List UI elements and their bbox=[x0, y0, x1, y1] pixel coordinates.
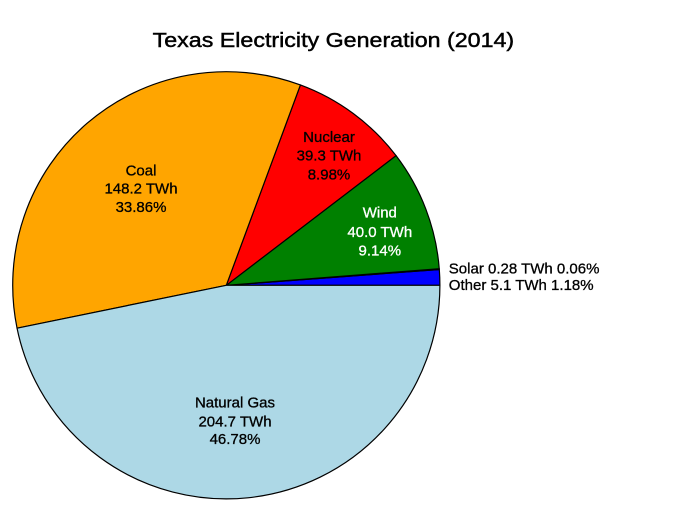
svg-text:33.86%: 33.86% bbox=[116, 199, 167, 216]
svg-text:Solar 0.28 TWh 0.06%: Solar 0.28 TWh 0.06% bbox=[449, 260, 600, 277]
svg-text:148.2 TWh: 148.2 TWh bbox=[104, 181, 177, 198]
svg-text:8.98%: 8.98% bbox=[308, 166, 351, 183]
svg-text:204.7 TWh: 204.7 TWh bbox=[198, 413, 271, 430]
svg-text:Coal: Coal bbox=[126, 163, 157, 180]
svg-text:Nuclear: Nuclear bbox=[303, 129, 355, 146]
svg-text:Natural Gas: Natural Gas bbox=[195, 395, 275, 412]
svg-text:39.3 TWh: 39.3 TWh bbox=[297, 147, 362, 164]
svg-text:Other 5.1 TWh 1.18%: Other 5.1 TWh 1.18% bbox=[449, 277, 594, 294]
svg-text:40.0 TWh: 40.0 TWh bbox=[347, 224, 412, 241]
svg-text:Wind: Wind bbox=[363, 205, 397, 222]
svg-text:46.78%: 46.78% bbox=[210, 431, 261, 448]
svg-text:9.14%: 9.14% bbox=[359, 242, 402, 259]
svg-text:Texas Electricity Generation (: Texas Electricity Generation (2014) bbox=[153, 29, 515, 52]
